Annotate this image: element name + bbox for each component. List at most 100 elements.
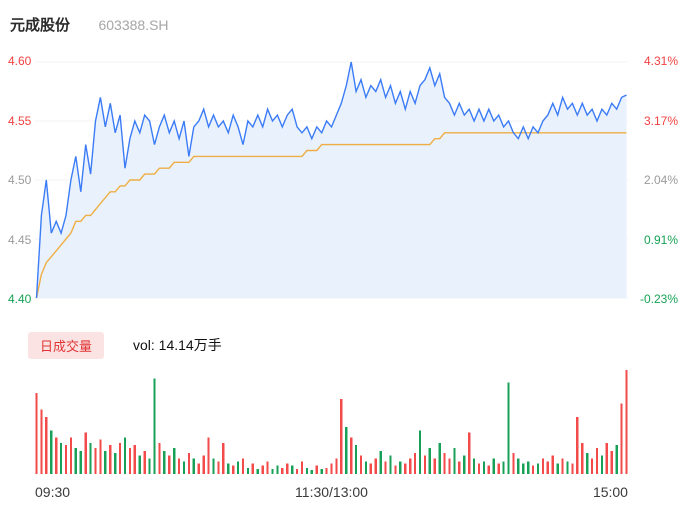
- price-tick-label: 4.45: [8, 232, 32, 247]
- volume-bar: [546, 461, 549, 474]
- volume-bar: [517, 458, 520, 474]
- stock-code: 603388.SH: [98, 17, 169, 33]
- volume-bar: [60, 442, 63, 474]
- volume-bar: [45, 416, 48, 474]
- volume-bar: [423, 455, 426, 474]
- volume-bar: [271, 468, 274, 474]
- percent-tick-label: 0.91%: [643, 232, 678, 247]
- volume-bar: [482, 461, 485, 474]
- volume-bar: [374, 458, 377, 474]
- volume-bar: [64, 444, 68, 474]
- volume-bar: [586, 453, 589, 474]
- volume-bar: [276, 465, 279, 474]
- volume-bar: [502, 461, 505, 474]
- volume-bar: [473, 458, 476, 474]
- volume-bar: [571, 463, 574, 474]
- volume-bar: [84, 432, 87, 474]
- volume-bar: [35, 392, 38, 474]
- volume-bar: [389, 455, 392, 474]
- volume-bar: [109, 444, 112, 474]
- volume-bar: [600, 455, 603, 474]
- volume-bar: [182, 461, 186, 474]
- volume-bar: [438, 442, 441, 474]
- volume-bar: [340, 399, 343, 474]
- volume-bar: [536, 463, 540, 474]
- volume-bar: [119, 442, 122, 474]
- volume-bar: [286, 463, 289, 474]
- percent-tick-label: 3.17%: [643, 113, 678, 128]
- volume-bar: [128, 448, 131, 474]
- volume-bar: [448, 458, 451, 474]
- volume-bar: [197, 463, 200, 474]
- volume-bar: [266, 461, 269, 474]
- avg-price-line: [35, 132, 627, 299]
- price-tick-label: 4.50: [8, 173, 32, 187]
- volume-bar: [364, 461, 367, 474]
- volume-bar: [443, 453, 446, 474]
- volume-bar: [143, 451, 146, 474]
- volume-bar: [55, 437, 58, 474]
- volume-bar: [138, 455, 141, 474]
- volume-bar: [207, 437, 210, 474]
- volume-bar: [409, 458, 412, 474]
- volume-tab-badge[interactable]: 日成交量: [28, 332, 105, 359]
- volume-bar: [418, 430, 422, 474]
- volume-value: vol: 14.14万手: [133, 337, 222, 353]
- volume-bar: [50, 430, 53, 474]
- time-axis: 09:30 11:30/13:00 15:00: [35, 484, 628, 500]
- volume-bar: [414, 453, 417, 474]
- volume-bar: [497, 463, 500, 474]
- volume-bar: [556, 463, 559, 474]
- volume-bar: [507, 382, 510, 474]
- percent-axis-right: 4.31% 3.17% 2.04% 0.91% -0.23%: [640, 55, 678, 305]
- volume-bar: [232, 465, 235, 474]
- volume-bar: [296, 468, 299, 474]
- price-plot[interactable]: [35, 61, 628, 299]
- volume-bar: [468, 432, 471, 474]
- volume-bar: [355, 444, 358, 474]
- volume-bar: [477, 463, 481, 474]
- volume-plot[interactable]: [35, 368, 628, 474]
- volume-bar: [173, 448, 176, 474]
- volume-bar: [428, 448, 431, 474]
- price-line: [35, 61, 627, 299]
- volume-bar: [620, 403, 623, 474]
- volume-bar: [369, 463, 372, 474]
- volume-bar: [576, 416, 579, 474]
- volume-bar: [527, 461, 530, 474]
- volume-bar: [541, 458, 544, 474]
- volume-header: 日成交量 vol: 14.14万手: [0, 330, 686, 359]
- volume-bar: [335, 458, 338, 474]
- volume-bar: [320, 468, 323, 474]
- volume-bar: [217, 461, 220, 474]
- volume-bar: [114, 453, 117, 474]
- volume-bar: [74, 448, 77, 474]
- volume-bar: [300, 461, 304, 474]
- volume-bar: [359, 455, 363, 474]
- stock-name: 元成股份: [10, 17, 71, 34]
- volume-bar: [458, 461, 461, 474]
- volume-bar: [404, 463, 407, 474]
- price-tick-label: 4.60: [8, 54, 32, 68]
- volume-bar: [581, 442, 584, 474]
- volume-bar: [40, 409, 43, 474]
- volume-bar: [615, 444, 618, 474]
- volume-bar: [246, 467, 249, 474]
- volume-bar: [212, 458, 215, 474]
- volume-bar: [168, 455, 171, 474]
- volume-bar: [325, 467, 328, 474]
- volume-bar: [532, 465, 535, 474]
- volume-bar: [291, 465, 294, 474]
- percent-tick-label: -0.23%: [639, 292, 678, 306]
- volume-bar: [89, 442, 92, 474]
- volume-bar: [94, 448, 97, 474]
- volume-bar: [310, 469, 313, 474]
- percent-tick-label: 4.31%: [643, 54, 678, 68]
- volume-bar: [158, 442, 161, 474]
- volume-bar: [605, 442, 608, 474]
- volume-bar: [591, 458, 594, 474]
- volume-bar: [104, 451, 107, 474]
- volume-bar: [595, 448, 599, 474]
- volume-bar: [379, 451, 382, 474]
- volume-bar: [178, 458, 181, 474]
